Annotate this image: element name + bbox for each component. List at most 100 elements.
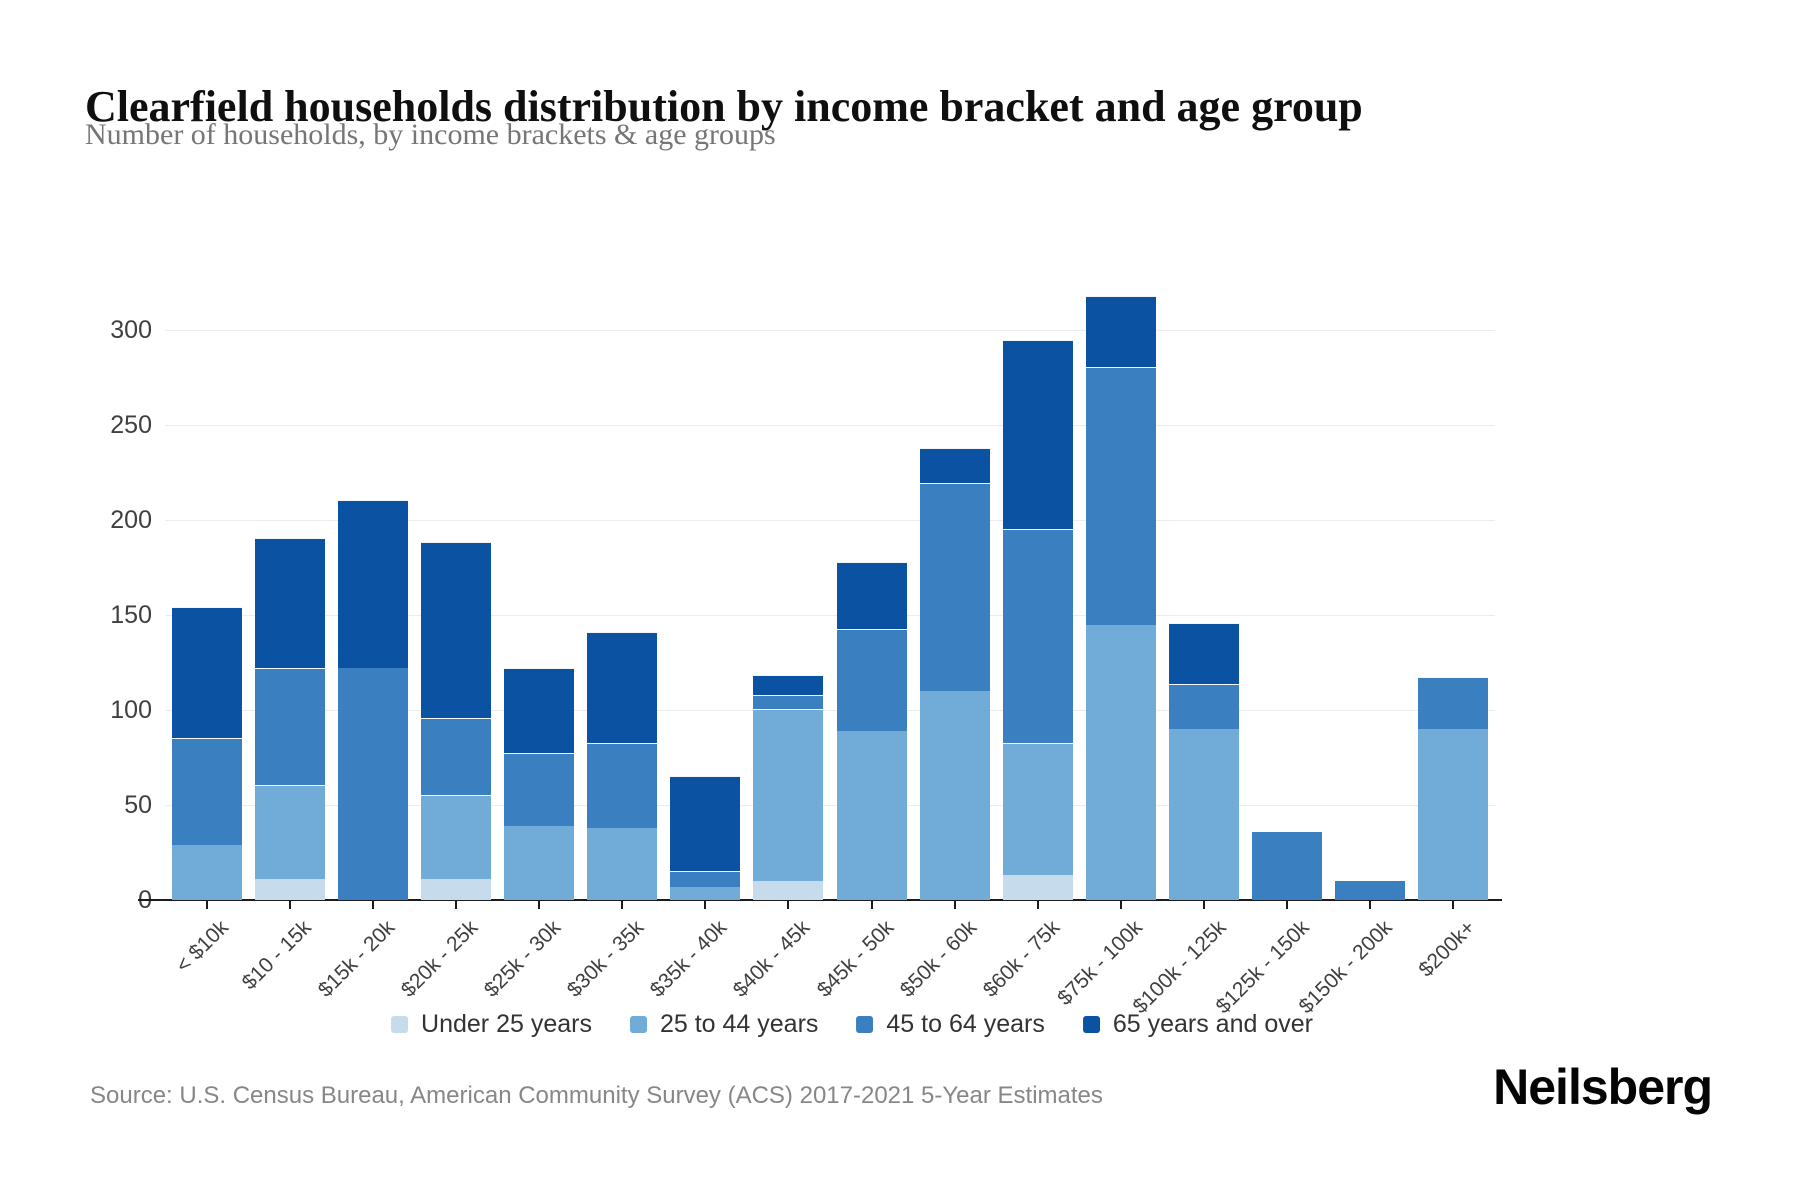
bar-group[interactable] (171, 607, 242, 900)
bar-segment[interactable] (504, 825, 575, 900)
bar-segment[interactable] (254, 668, 325, 786)
bar-segment[interactable] (420, 794, 491, 880)
chart-subtitle: Number of households, by income brackets… (85, 118, 776, 151)
x-tick-mark (1036, 901, 1039, 909)
bar-segment[interactable] (1002, 743, 1073, 876)
x-tick-label: $50k - 60k (895, 916, 981, 1002)
bar-group[interactable] (1085, 295, 1156, 900)
bar-segment[interactable] (254, 537, 325, 669)
source-note: Source: U.S. Census Bureau, American Com… (90, 1082, 1103, 1109)
bar-segment[interactable] (420, 717, 491, 795)
bar-group[interactable] (836, 561, 907, 900)
bar-group[interactable] (670, 776, 741, 900)
bar-segment[interactable] (1169, 729, 1240, 900)
legend-swatch (629, 1016, 647, 1033)
gridline-200 (165, 520, 1495, 521)
bar-segment[interactable] (1002, 340, 1073, 530)
bar-segment[interactable] (1169, 684, 1240, 729)
bar-segment[interactable] (171, 844, 242, 900)
bar-segment[interactable] (504, 668, 575, 753)
bar-segment[interactable] (919, 691, 990, 900)
y-tick-label-50: 50 (124, 791, 152, 819)
x-tick-label: < $10k (171, 916, 233, 978)
x-tick-mark (953, 901, 956, 909)
bar-segment[interactable] (670, 870, 741, 887)
bar-group[interactable] (1252, 831, 1323, 900)
bar-segment[interactable] (420, 879, 491, 900)
legend-label: 25 to 44 years (659, 1010, 819, 1038)
bar-group[interactable] (1418, 676, 1489, 900)
x-tick-mark (1203, 901, 1206, 909)
brand-logo[interactable]: Neilsberg (1493, 1059, 1713, 1115)
y-tick-label-100: 100 (110, 696, 152, 724)
bar-segment[interactable] (1085, 367, 1156, 625)
bar-segment[interactable] (1418, 729, 1489, 900)
y-tick-label-250: 250 (110, 411, 152, 439)
gridline-50 (165, 805, 1495, 806)
bar-segment[interactable] (836, 561, 907, 630)
x-tick-mark (205, 901, 208, 909)
bar-segment[interactable] (254, 785, 325, 880)
bar-segment[interactable] (587, 632, 658, 744)
bar-segment[interactable] (1252, 831, 1323, 900)
x-tick-mark (1369, 901, 1372, 909)
legend: Under 25 years 25 to 44 years 45 to 64 yea… (391, 1010, 1313, 1039)
x-tick-mark (1119, 901, 1122, 909)
bar-segment[interactable] (171, 737, 242, 845)
x-axis-line (138, 899, 1502, 901)
bar-segment[interactable] (670, 776, 741, 871)
bar-group[interactable] (420, 541, 491, 900)
legend-item[interactable]: 25 to 44 years (629, 1010, 819, 1039)
bar-group[interactable] (254, 537, 325, 900)
y-tick-label-200: 200 (110, 506, 152, 534)
legend-item[interactable]: 45 to 64 years (856, 1010, 1045, 1039)
bar-segment[interactable] (587, 743, 658, 828)
x-tick-mark (704, 901, 707, 909)
x-tick-label: $30k - 35k (562, 916, 649, 1002)
bar-group[interactable] (1169, 622, 1240, 900)
bar-segment[interactable] (919, 482, 990, 691)
x-tick-mark (538, 901, 541, 909)
y-tick-label-150: 150 (110, 601, 152, 629)
bar-group[interactable] (337, 500, 408, 900)
bar-segment[interactable] (1169, 622, 1240, 685)
chart-title: Clearfield households distribution by in… (85, 82, 1363, 132)
bar-segment[interactable] (836, 730, 907, 900)
bar-segment[interactable] (753, 709, 824, 881)
bar-segment[interactable] (1335, 881, 1406, 900)
bar-segment[interactable] (254, 879, 325, 900)
bar-segment[interactable] (753, 881, 824, 900)
bar-segment[interactable] (919, 447, 990, 483)
bar-segment[interactable] (1002, 875, 1073, 900)
gridline-250 (165, 425, 1495, 426)
gridline-100 (165, 710, 1495, 711)
bar-group[interactable] (753, 674, 824, 900)
bar-segment[interactable] (337, 500, 408, 669)
bar-segment[interactable] (1002, 529, 1073, 744)
legend-label: 45 to 64 years (886, 1010, 1045, 1038)
bar-segment[interactable] (836, 629, 907, 731)
bar-segment[interactable] (753, 674, 824, 695)
bar-group[interactable] (1335, 881, 1406, 900)
bar-segment[interactable] (1418, 676, 1489, 729)
bar-segment[interactable] (1085, 624, 1156, 900)
x-tick-mark (870, 901, 873, 909)
legend-item[interactable]: Under 25 years (391, 1010, 592, 1039)
bar-segment[interactable] (587, 827, 658, 900)
bar-segment[interactable] (670, 886, 741, 900)
bar-segment[interactable] (420, 541, 491, 718)
bar-group[interactable] (587, 632, 658, 900)
bar-segment[interactable] (504, 752, 575, 826)
bar-group[interactable] (504, 668, 575, 900)
legend-swatch (1082, 1016, 1100, 1033)
bar-segment[interactable] (171, 607, 242, 738)
x-tick-mark (1286, 901, 1289, 909)
x-tick-label: $200k+ (1414, 916, 1480, 982)
bar-group[interactable] (919, 447, 990, 900)
bar-segment[interactable] (337, 668, 408, 900)
legend-item[interactable]: 65 years and over (1082, 1010, 1313, 1039)
bar-segment[interactable] (1085, 295, 1156, 367)
bar-segment[interactable] (753, 694, 824, 709)
bar-group[interactable] (1002, 340, 1073, 900)
